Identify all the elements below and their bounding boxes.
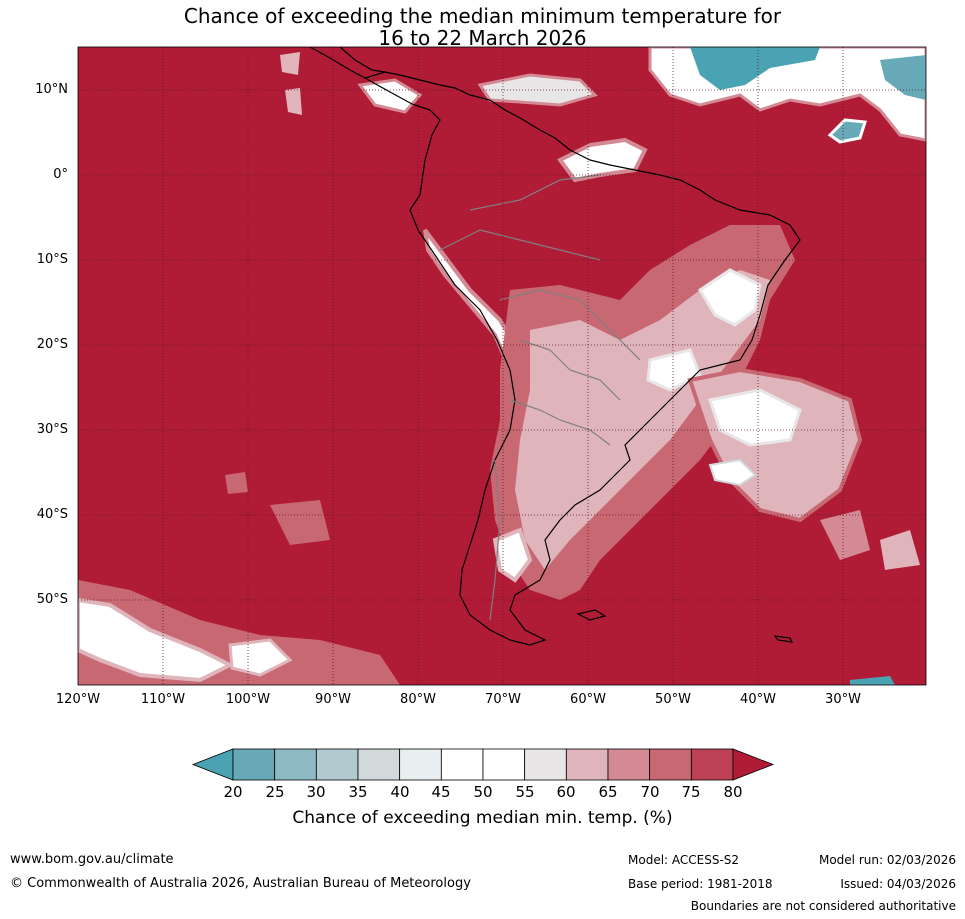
- patch-atlantic-east-2: [880, 530, 920, 570]
- lon-label-110w: 110°W: [140, 692, 186, 707]
- patch-pacific-mid: [270, 500, 330, 545]
- patch-southern-pacific-light: [78, 597, 235, 683]
- colorbar-bin-5: [440, 748, 484, 781]
- colorbar-tick-50: 50: [473, 783, 493, 801]
- disclaimer-text: Boundaries are not considered authoritat…: [690, 899, 956, 913]
- colorbar-bin-7: [524, 748, 567, 781]
- lat-label-10n: 10°N: [35, 82, 68, 97]
- colorbar-tick-70: 70: [640, 783, 660, 801]
- patch-patagonia: [492, 527, 533, 583]
- lon-label-120w: 120°W: [55, 692, 101, 707]
- country-borders: [439, 174, 641, 621]
- patch-southern-pacific-white: [228, 638, 293, 677]
- colorbar-tick-30: 30: [306, 783, 326, 801]
- colorbar-tick-20: 20: [223, 783, 243, 801]
- patch-caribbean-west: [357, 78, 423, 114]
- colorbar-over-arrow: [732, 748, 775, 781]
- lat-label-0: 0°: [53, 167, 68, 182]
- patch-pacific-small: [280, 52, 300, 75]
- lon-label-50w: 50°W: [655, 692, 691, 707]
- lat-label-20s: 20°S: [36, 337, 68, 352]
- colorbar-tick-65: 65: [598, 783, 618, 801]
- south-georgia: [773, 635, 794, 643]
- colorbar-under-arrow: [191, 748, 234, 781]
- issued-text: Issued: 04/03/2026: [840, 877, 956, 891]
- patch-north-atlantic-blue: [690, 47, 820, 90]
- colorbar-bin-8: [565, 748, 609, 781]
- lon-label-60w: 60°W: [570, 692, 606, 707]
- lat-label-40s: 40°S: [36, 507, 68, 522]
- colorbar-bin-11: [690, 748, 734, 781]
- lon-label-40w: 40°W: [740, 692, 776, 707]
- central-america-coastline: [309, 47, 386, 79]
- lon-label-90w: 90°W: [315, 692, 351, 707]
- colorbar-bin-9: [607, 748, 651, 781]
- lon-label-80w: 80°W: [400, 692, 436, 707]
- colorbar-tick-55: 55: [515, 783, 535, 801]
- colorbar-bin-2: [315, 748, 359, 781]
- colorbar-label: Chance of exceeding median min. temp. (%…: [292, 808, 673, 828]
- lon-label-70w: 70°W: [485, 692, 521, 707]
- patch-atlantic-east: [820, 510, 870, 560]
- base-period-text: Base period: 1981-2018: [628, 877, 773, 891]
- lat-label-10s: 10°S: [36, 252, 68, 267]
- patch-interior-light: [515, 270, 770, 570]
- colorbar-tick-75: 75: [681, 783, 701, 801]
- map-frame: [77, 46, 927, 686]
- colorbar-bin-10: [649, 748, 692, 781]
- colorbar-bin-0: [232, 748, 276, 781]
- colorbar-bin-3: [357, 748, 401, 781]
- colorbar-tick-45: 45: [431, 783, 451, 801]
- patch-guiana: [556, 137, 648, 183]
- patch-pacific-small-2: [285, 88, 302, 115]
- probability-patches: [78, 47, 926, 685]
- lat-label-50s: 50°S: [36, 592, 68, 607]
- patch-far-south-blue: [850, 676, 895, 685]
- land-outlines: [309, 47, 801, 646]
- model-text: Model: ACCESS-S2: [628, 853, 740, 867]
- patch-south-atlantic-white-2: [708, 458, 757, 487]
- map-title-line-2: 16 to 22 March 2026: [378, 26, 587, 50]
- graticule: [78, 47, 926, 685]
- colorbar-tick-80: 80: [723, 783, 743, 801]
- patch-north-atlantic-blue-small: [827, 118, 867, 144]
- lon-label-30w: 30°W: [825, 692, 861, 707]
- lat-label-30s: 30°S: [36, 422, 68, 437]
- map-title-line-1: Chance of exceeding the median minimum t…: [183, 4, 782, 28]
- south-america-coastline: [363, 71, 801, 646]
- colorbar-tick-40: 40: [390, 783, 410, 801]
- copyright-text: © Commonwealth of Australia 2026, Austra…: [10, 876, 471, 891]
- colorbar-bin-1: [274, 748, 317, 781]
- patch-interior-white: [697, 268, 762, 327]
- colorbar-bin-4: [399, 748, 442, 781]
- falkland-islands: [576, 609, 607, 621]
- patch-interior-white-2: [646, 348, 702, 392]
- website-link[interactable]: www.bom.gov.au/climate: [10, 852, 174, 867]
- model-run-text: Model run: 02/03/2026: [818, 853, 956, 867]
- patch-north-atlantic-blue-east: [880, 55, 926, 100]
- colorbar-tick-25: 25: [265, 783, 285, 801]
- map-area: [78, 47, 926, 685]
- lon-label-100w: 100°W: [225, 692, 271, 707]
- colorbar-bin-6: [482, 748, 526, 781]
- patch-pacific-mid-2: [225, 472, 248, 494]
- colorbar-tick-60: 60: [556, 783, 576, 801]
- colorbar-tick-35: 35: [348, 783, 368, 801]
- colorbar: [191, 748, 775, 781]
